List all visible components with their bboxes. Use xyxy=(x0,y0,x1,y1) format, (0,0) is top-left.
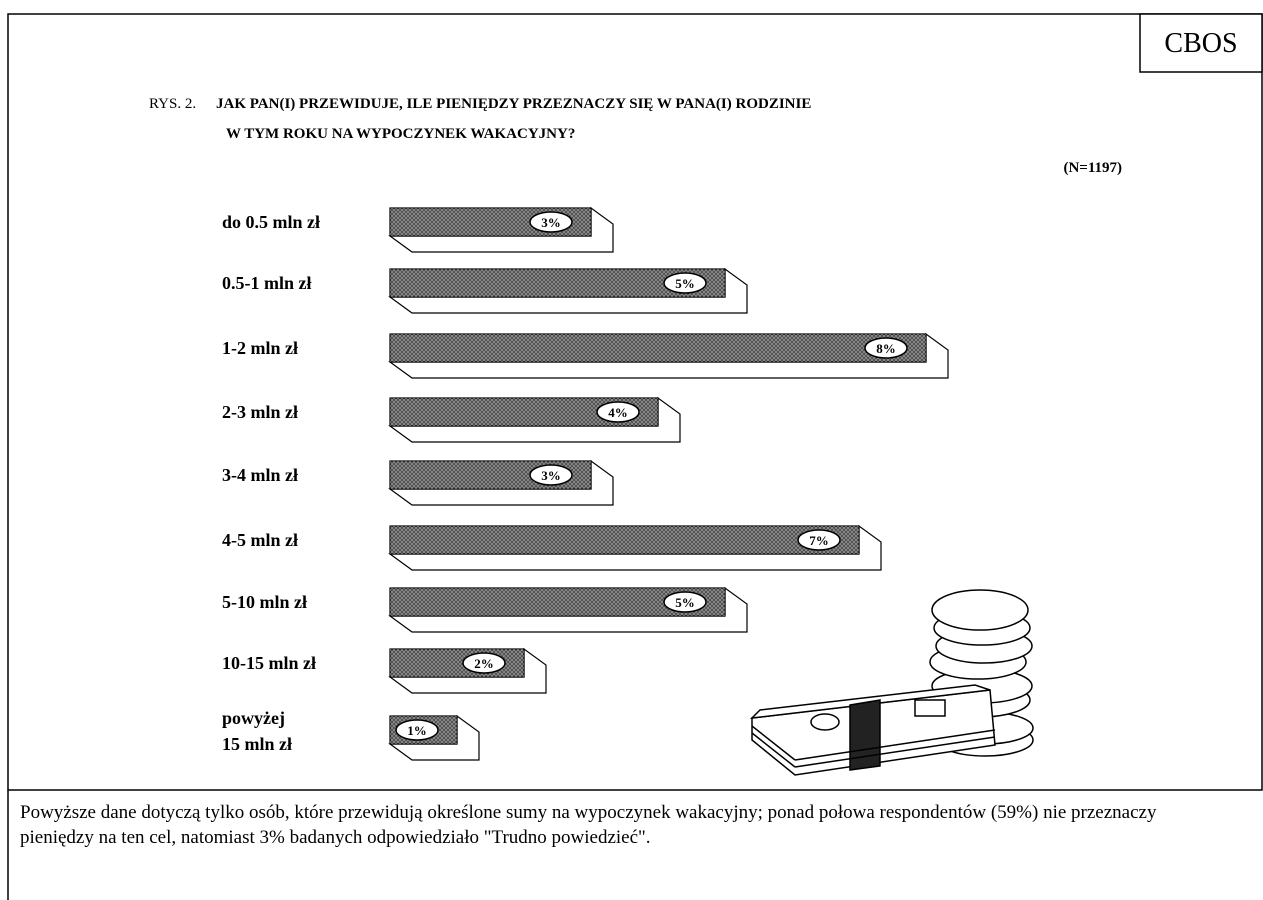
bar-texture xyxy=(390,334,926,362)
category-label: powyżej 15 mln zł xyxy=(222,708,292,754)
value-label: 2% xyxy=(474,656,494,671)
value-label: 8% xyxy=(876,341,896,356)
value-label: 3% xyxy=(541,215,561,230)
category-label-line: 1-2 mln zł xyxy=(222,338,298,358)
category-label: 5-10 mln zł xyxy=(222,592,307,612)
value-label: 4% xyxy=(608,405,628,420)
figure-label: RYS. 2. xyxy=(149,96,196,112)
category-label-line: do 0.5 mln zł xyxy=(222,212,320,232)
category-label-line: 2-3 mln zł xyxy=(222,402,298,422)
category-label-line: 3-4 mln zł xyxy=(222,465,298,485)
category-label-line: powyżej xyxy=(222,708,285,728)
title-line: W TYM ROKU NA WYPOCZYNEK WAKACYJNY? xyxy=(226,126,575,142)
category-label: 4-5 mln zł xyxy=(222,530,298,550)
value-label: 5% xyxy=(675,595,695,610)
category-label: do 0.5 mln zł xyxy=(222,212,320,232)
subtitle: (N=1197) xyxy=(1063,160,1122,176)
footnote: Powyższe dane dotyczą tylko osób, które … xyxy=(20,800,1220,850)
value-label: 5% xyxy=(675,276,695,291)
value-label: 1% xyxy=(407,723,427,738)
value-label: 3% xyxy=(541,468,561,483)
title-line: JAK PAN(I) PRZEWIDUJE, ILE PIENIĘDZY PRZ… xyxy=(216,96,811,112)
category-label-line: 0.5-1 mln zł xyxy=(222,273,312,293)
category-label-line: 15 mln zł xyxy=(222,734,292,754)
category-label: 10-15 mln zł xyxy=(222,653,316,673)
brand: CBOS xyxy=(1164,28,1237,59)
money-illustration xyxy=(752,590,1033,775)
category-label-line: 5-10 mln zł xyxy=(222,592,307,612)
category-label: 0.5-1 mln zł xyxy=(222,273,312,293)
category-label-line: 10-15 mln zł xyxy=(222,653,316,673)
category-label: 2-3 mln zł xyxy=(222,402,298,422)
category-label-line: 4-5 mln zł xyxy=(222,530,298,550)
category-label: 1-2 mln zł xyxy=(222,338,298,358)
chart: CBOS RYS. 2. JAK PAN(I) PRZEWIDUJE, ILE … xyxy=(0,0,1263,900)
page: {"chart_data": {"type": "bar", "orientat… xyxy=(0,0,1263,900)
value-label: 7% xyxy=(809,533,829,548)
category-label: 3-4 mln zł xyxy=(222,465,298,485)
bar-texture xyxy=(390,526,859,554)
